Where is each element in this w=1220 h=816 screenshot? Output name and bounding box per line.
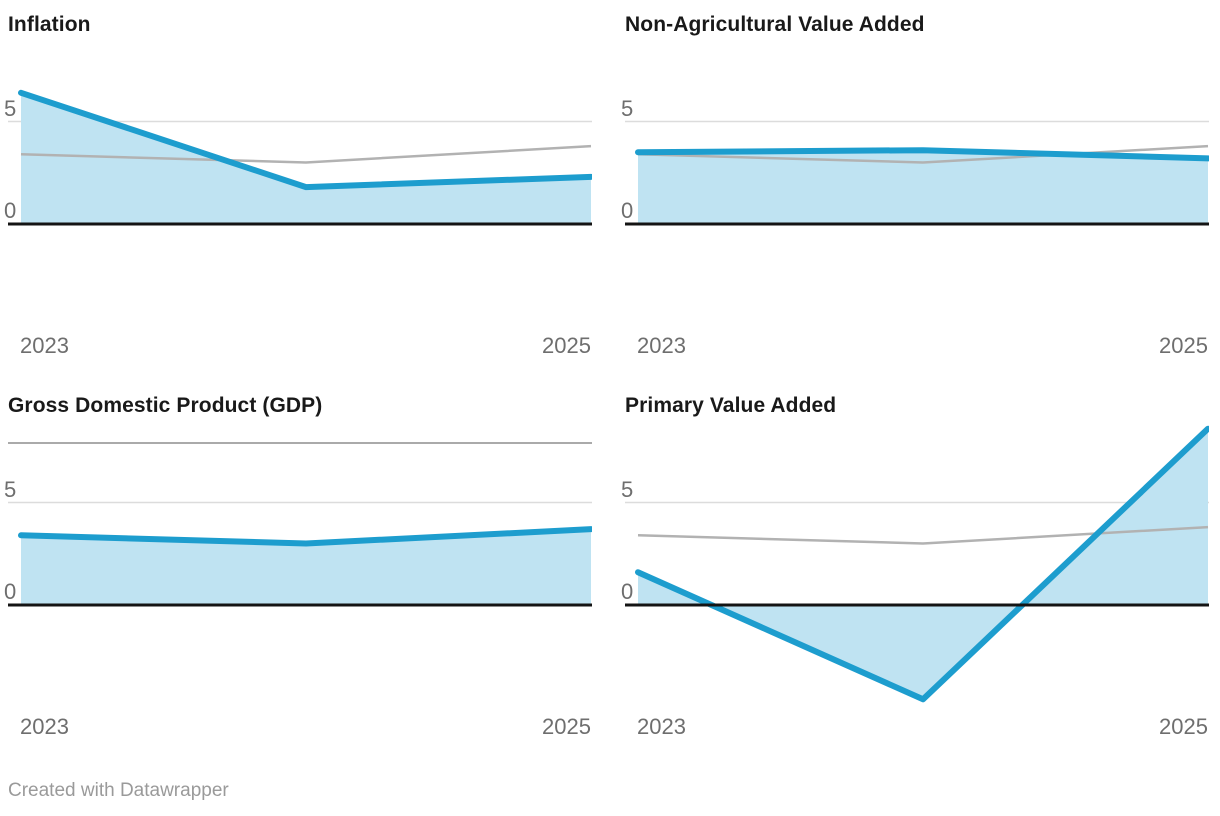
panel-gross-domestic-product-gdp: Gross Domestic Product (GDP) 5 0 2023 2025	[4, 394, 592, 746]
y-axis-tick-label-0: 0	[621, 198, 634, 223]
reference-line	[20, 144, 592, 164]
datawrapper-attribution-link[interactable]: Created with Datawrapper	[8, 780, 229, 801]
reference-line	[637, 525, 1209, 545]
indicator-line	[635, 425, 1209, 703]
area-chart-plot	[8, 442, 592, 607]
x-axis-label-start: 2023	[637, 333, 686, 358]
indicator-area-fill	[21, 92, 591, 224]
y-axis-tick-label-0: 0	[621, 579, 634, 604]
y-axis-tick-label-0: 0	[4, 198, 17, 223]
panel-primary-value-added: Primary Value Added 5 0 2023 2025	[621, 394, 1209, 746]
indicator-line	[635, 147, 1209, 162]
x-axis-label-start: 2023	[637, 714, 686, 739]
x-axis-label-end: 2025	[1159, 333, 1208, 358]
reference-line	[637, 144, 1209, 164]
indicator-area-fill	[638, 428, 1208, 700]
panel-non-agricultural-value-added: Non-Agricultural Value Added 5 0 2023 2025	[621, 13, 1209, 365]
area-chart-plot	[625, 425, 1209, 703]
indicator-area-fill	[21, 529, 591, 605]
panel-title: Gross Domestic Product (GDP)	[8, 394, 323, 417]
y-axis-tick-label-0: 0	[4, 579, 17, 604]
x-axis-label-start: 2023	[20, 333, 69, 358]
panel-title: Inflation	[8, 13, 91, 36]
x-axis-label-end: 2025	[1159, 714, 1208, 739]
panel-title: Primary Value Added	[625, 394, 837, 417]
y-axis-tick-label-5: 5	[4, 96, 17, 121]
indicator-line	[18, 89, 592, 191]
indicator-line	[18, 526, 592, 547]
panel-inflation: Inflation 5 0 2023 2025	[4, 13, 592, 365]
y-axis-tick-label-5: 5	[621, 477, 634, 502]
indicator-area-fill	[638, 150, 1208, 224]
area-chart-plot	[8, 89, 592, 226]
panel-title: Non-Agricultural Value Added	[625, 13, 925, 36]
y-axis-tick-label-5: 5	[621, 96, 634, 121]
x-axis-label-end: 2025	[542, 714, 591, 739]
area-chart-plot	[625, 120, 1209, 226]
y-axis-tick-label-5: 5	[4, 477, 17, 502]
x-axis-label-start: 2023	[20, 714, 69, 739]
x-axis-label-end: 2025	[542, 333, 591, 358]
